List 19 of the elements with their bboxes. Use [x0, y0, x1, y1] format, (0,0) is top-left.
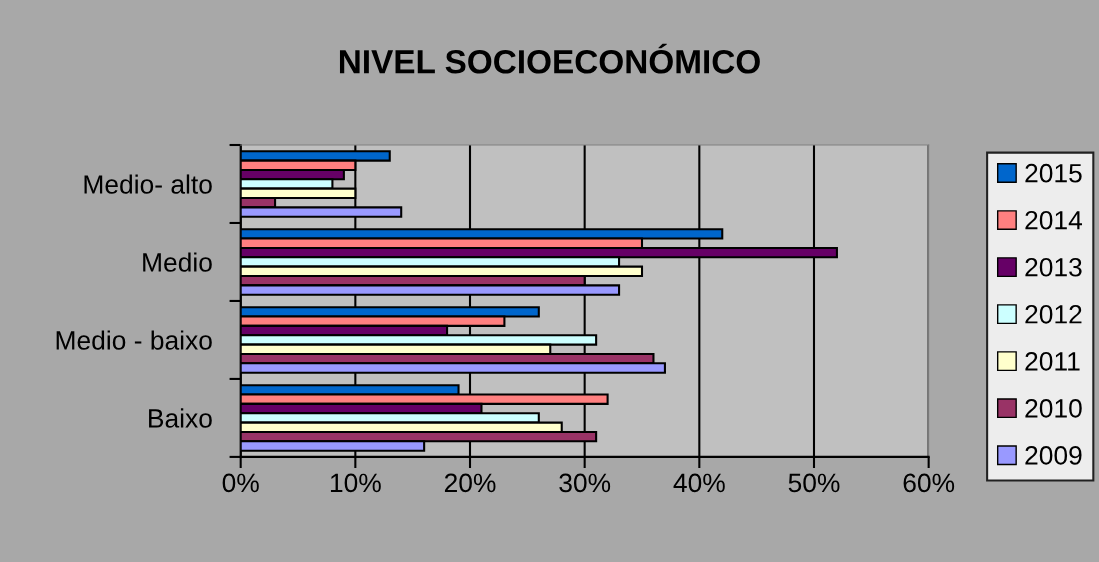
y-tick-label: Medio - baixo [56, 330, 212, 350]
chart-title: NIVEL SOCIOECONÓMICO [339, 43, 760, 74]
legend-label: 2010 [1025, 399, 1082, 418]
x-tick-label: 30% [559, 473, 611, 493]
x-tick-label: 40% [673, 473, 725, 493]
x-tick-label: 10% [330, 473, 381, 493]
x-tick-label: 20% [444, 473, 496, 493]
x-tick-label: 60% [903, 473, 955, 493]
y-tick-label: Medio- alto [84, 174, 212, 194]
y-tick-label: Baixo [149, 408, 212, 428]
legend-label: 2013 [1025, 257, 1082, 277]
legend-label: 2011 [1025, 351, 1080, 371]
legend-label: 2012 [1025, 304, 1082, 324]
legend-label: 2009 [1025, 446, 1082, 465]
legend-label: 2015 [1025, 163, 1082, 183]
y-tick-label: Medio [143, 252, 212, 272]
x-tick-label: 0% [222, 473, 259, 493]
x-tick-label: 50% [788, 473, 840, 493]
legend-label: 2014 [1025, 210, 1083, 230]
